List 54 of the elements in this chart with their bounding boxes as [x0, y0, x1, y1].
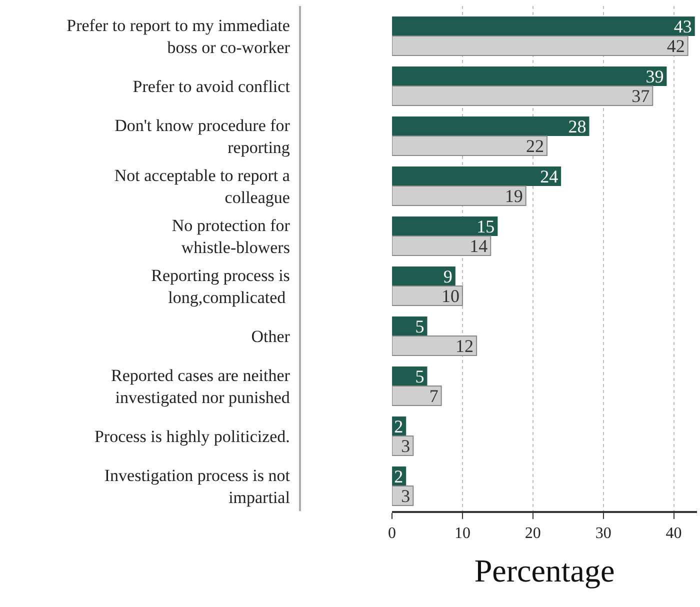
- bar: [392, 316, 428, 336]
- data-label: 24: [540, 166, 558, 186]
- y-tick-label: Reported cases are neither investigated nor punished: [111, 366, 290, 407]
- y-tick-label: Other: [251, 326, 290, 346]
- data-label: 15: [476, 216, 495, 236]
- bar: [392, 336, 478, 356]
- y-tick-label: Prefer to avoid conflict: [132, 76, 290, 96]
- data-label: 2: [394, 466, 404, 486]
- bar: [392, 236, 492, 256]
- bar: [392, 386, 442, 406]
- x-tick-label: 30: [595, 524, 612, 542]
- data-label: 2: [394, 416, 404, 436]
- bar: [392, 66, 667, 86]
- x-tick-label: 40: [666, 524, 682, 542]
- bar: [392, 136, 548, 156]
- y-tick-label: Process is highly politicized.: [94, 426, 290, 446]
- data-label: 39: [646, 66, 664, 86]
- data-label: 5: [415, 316, 424, 336]
- data-label: 3: [401, 486, 410, 506]
- bar: [392, 86, 654, 106]
- y-tick-label: Investigation process is not impartial: [104, 466, 290, 507]
- data-label: 14: [470, 236, 488, 256]
- y-tick-label: Don't know procedure for reporting: [114, 116, 290, 157]
- data-label: 43: [674, 16, 692, 36]
- data-label: 37: [632, 86, 650, 106]
- y-tick-label: Prefer to report to my immediate boss or co-worker: [66, 16, 290, 57]
- bar: [392, 286, 463, 306]
- data-label: 19: [504, 186, 523, 206]
- x-tick-label: 0: [388, 524, 396, 542]
- data-label: 9: [443, 266, 452, 286]
- bar: [392, 116, 590, 136]
- data-label: 42: [666, 36, 685, 56]
- bar: [392, 36, 688, 56]
- y-tick-label: Not acceptable to report a colleague: [114, 166, 290, 207]
- bar: [392, 166, 562, 186]
- bar: [392, 216, 498, 236]
- bar: [392, 486, 414, 506]
- bar: [392, 186, 526, 206]
- data-label: 28: [568, 116, 586, 136]
- bar: [392, 436, 414, 456]
- bar: [392, 366, 428, 386]
- data-label: 22: [526, 136, 544, 156]
- bar: [392, 16, 695, 36]
- data-label: 5: [415, 366, 424, 386]
- y-tick-label: No protection for whistle-blowers: [172, 216, 290, 257]
- data-label: 10: [441, 286, 460, 306]
- data-label: 3: [401, 436, 410, 456]
- data-label: 7: [429, 386, 438, 406]
- x-tick-label: 20: [524, 524, 541, 542]
- bar: [392, 266, 456, 286]
- y-tick-label: Reporting process is long,complicated: [151, 266, 290, 307]
- data-label: 12: [456, 336, 474, 356]
- x-axis-title: Percentage: [474, 552, 615, 588]
- x-tick-label: 10: [454, 524, 470, 542]
